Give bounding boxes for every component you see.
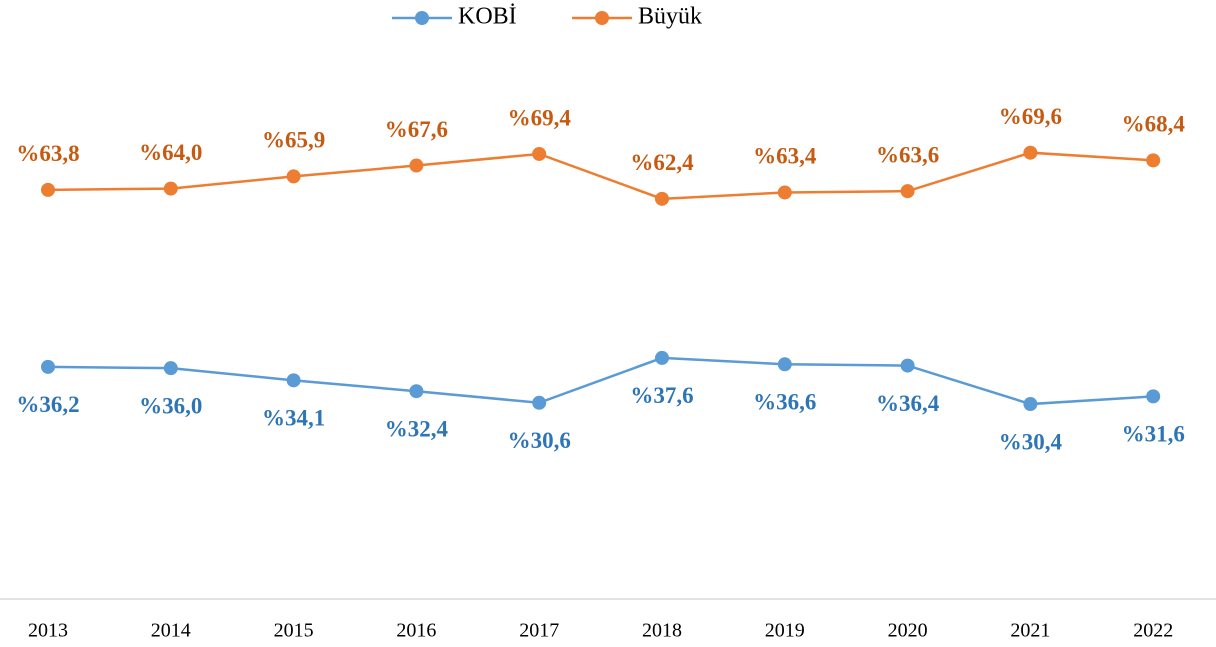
legend-label: KOBİ <box>458 4 517 30</box>
x-tick-label: 2021 <box>1010 620 1050 642</box>
value-label: %64,0 <box>139 140 202 165</box>
value-label: %36,0 <box>139 393 202 418</box>
point <box>655 191 669 206</box>
point <box>1146 153 1161 168</box>
point <box>777 185 792 200</box>
series-line <box>47 151 1154 201</box>
legend-marker <box>595 11 609 25</box>
point <box>41 359 55 374</box>
point <box>286 373 301 388</box>
legend-marker <box>415 11 429 25</box>
x-tick-label: 2014 <box>151 620 191 642</box>
value-label: %30,6 <box>508 428 571 453</box>
point <box>532 395 547 410</box>
value-label: %32,4 <box>385 417 449 442</box>
point <box>777 357 792 372</box>
x-tick-label: 2013 <box>28 620 68 642</box>
value-label: %31,6 <box>1122 422 1185 447</box>
point <box>532 146 547 161</box>
point <box>409 158 424 173</box>
value-label: %30,4 <box>999 429 1063 454</box>
value-label: %37,6 <box>630 383 693 408</box>
value-label: %68,4 <box>1122 112 1186 137</box>
x-tick-label: 2020 <box>888 620 928 642</box>
x-tick-label: 2017 <box>519 620 559 642</box>
value-label: %36,6 <box>753 390 816 415</box>
point <box>163 181 178 196</box>
point <box>41 182 55 197</box>
point <box>409 384 424 399</box>
value-label: %63,4 <box>753 144 817 169</box>
point <box>900 358 915 373</box>
value-label: %63,8 <box>16 141 79 166</box>
point <box>655 350 669 365</box>
value-label: %36,4 <box>876 391 940 416</box>
value-label: %69,4 <box>508 105 572 130</box>
value-label: %65,9 <box>262 128 325 153</box>
value-label: %67,6 <box>385 117 448 142</box>
legend-label: Büyük <box>638 4 702 30</box>
value-label: %62,4 <box>630 150 694 175</box>
point <box>286 169 301 184</box>
point <box>900 184 915 199</box>
x-tick-label: 2016 <box>396 620 436 642</box>
x-tick-label: 2019 <box>765 620 805 642</box>
value-label: %36,2 <box>16 392 79 417</box>
x-tick-label: 2018 <box>642 620 682 642</box>
x-tick-label: 2022 <box>1133 620 1173 642</box>
x-tick-label: 2015 <box>274 620 314 642</box>
point <box>1023 397 1038 412</box>
point <box>163 361 178 376</box>
value-label: %63,6 <box>876 142 939 167</box>
point <box>1146 389 1161 404</box>
value-label: %34,1 <box>262 406 325 431</box>
point <box>1023 145 1038 160</box>
series-line <box>47 356 1154 406</box>
value-label: %69,6 <box>999 104 1062 129</box>
